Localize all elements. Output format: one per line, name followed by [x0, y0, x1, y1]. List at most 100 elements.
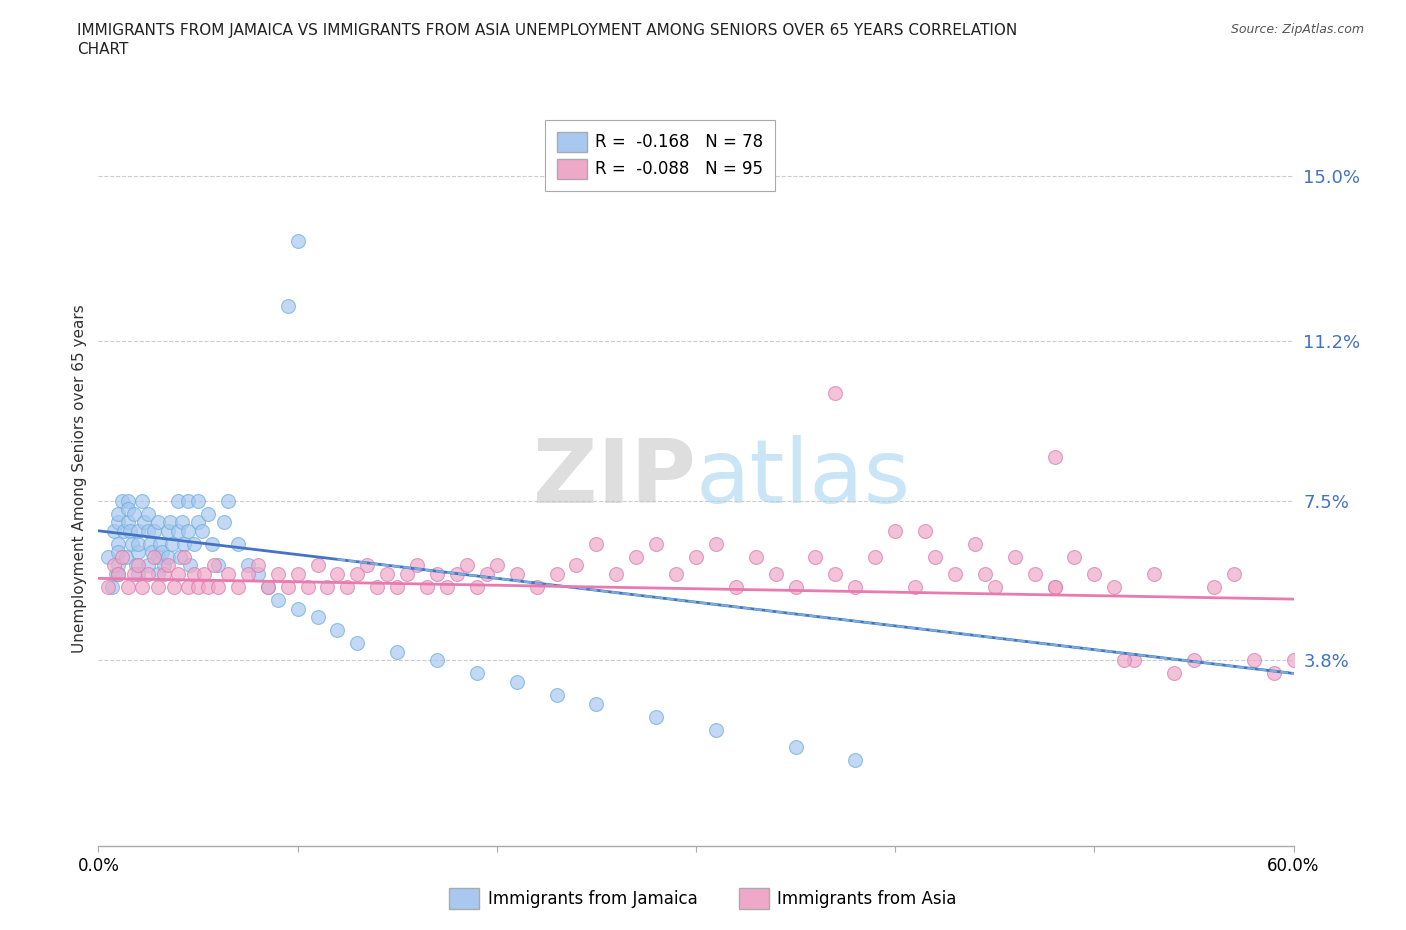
Point — [1114, 653, 1136, 668]
Point — [159, 514, 181, 529]
Point — [336, 579, 359, 594]
Point — [506, 566, 529, 581]
Point — [143, 550, 166, 565]
Point — [346, 636, 368, 651]
Point — [546, 566, 568, 581]
Point — [1202, 579, 1225, 594]
Point — [1182, 653, 1205, 668]
Point — [267, 566, 290, 581]
Point — [124, 506, 146, 521]
Point — [1004, 550, 1026, 565]
Point — [904, 579, 927, 594]
Point — [148, 566, 170, 581]
Point — [884, 524, 907, 538]
Point — [1243, 653, 1265, 668]
Point — [107, 537, 129, 551]
Legend: R =  -0.168   N = 78, R =  -0.088   N = 95: R = -0.168 N = 78, R = -0.088 N = 95 — [546, 120, 775, 191]
Point — [626, 550, 648, 565]
Point — [645, 710, 668, 724]
Point — [745, 550, 768, 565]
Text: CHART: CHART — [77, 42, 129, 57]
Point — [97, 550, 120, 565]
Point — [963, 537, 986, 551]
Point — [193, 566, 215, 581]
Point — [665, 566, 688, 581]
Point — [943, 566, 966, 581]
Point — [865, 550, 887, 565]
Point — [117, 579, 139, 594]
Point — [236, 566, 259, 581]
Point — [785, 579, 807, 594]
Point — [246, 566, 269, 581]
Point — [143, 524, 166, 538]
Point — [1282, 653, 1305, 668]
Point — [136, 506, 159, 521]
Point — [406, 558, 429, 573]
Point — [226, 537, 249, 551]
Point — [191, 524, 214, 538]
Point — [804, 550, 827, 565]
Point — [307, 558, 329, 573]
Point — [973, 566, 995, 581]
Point — [107, 566, 129, 581]
Point — [212, 514, 235, 529]
Point — [127, 537, 149, 551]
Point — [585, 697, 607, 711]
Point — [136, 524, 159, 538]
Point — [149, 537, 172, 551]
Point — [356, 558, 378, 573]
Point — [124, 566, 146, 581]
Point — [201, 537, 224, 551]
Point — [326, 623, 349, 638]
Point — [326, 566, 349, 581]
Point — [115, 550, 138, 565]
Point — [121, 537, 143, 551]
Point — [131, 493, 153, 508]
Point — [1223, 566, 1246, 581]
Point — [307, 610, 329, 625]
Point — [475, 566, 498, 581]
Point — [1043, 579, 1066, 594]
Point — [167, 566, 190, 581]
Point — [117, 514, 139, 529]
Point — [465, 579, 488, 594]
Point — [107, 514, 129, 529]
Point — [148, 514, 170, 529]
Point — [416, 579, 439, 594]
Point — [107, 506, 129, 521]
Point — [824, 566, 846, 581]
Point — [1263, 666, 1285, 681]
Text: Source: ZipAtlas.com: Source: ZipAtlas.com — [1230, 23, 1364, 36]
Point — [277, 299, 299, 313]
Point — [446, 566, 468, 581]
Point — [120, 524, 142, 538]
Point — [605, 566, 627, 581]
Point — [844, 752, 866, 767]
Point — [197, 506, 219, 521]
Point — [246, 558, 269, 573]
Point — [426, 566, 449, 581]
Point — [107, 558, 129, 573]
Point — [125, 558, 148, 573]
Point — [366, 579, 388, 594]
Point — [426, 653, 449, 668]
Point — [226, 579, 249, 594]
Point — [150, 545, 173, 560]
Point — [645, 537, 668, 551]
Point — [134, 514, 156, 529]
Point — [136, 558, 159, 573]
Point — [153, 558, 176, 573]
Point — [111, 550, 134, 565]
Point — [112, 524, 135, 538]
Point — [97, 579, 120, 594]
Point — [316, 579, 339, 594]
Point — [375, 566, 398, 581]
Point — [385, 579, 409, 594]
Point — [456, 558, 478, 573]
Point — [157, 550, 180, 565]
Point — [139, 537, 162, 551]
Point — [148, 550, 170, 565]
Point — [436, 579, 458, 594]
Point — [141, 545, 163, 560]
Point — [163, 579, 186, 594]
